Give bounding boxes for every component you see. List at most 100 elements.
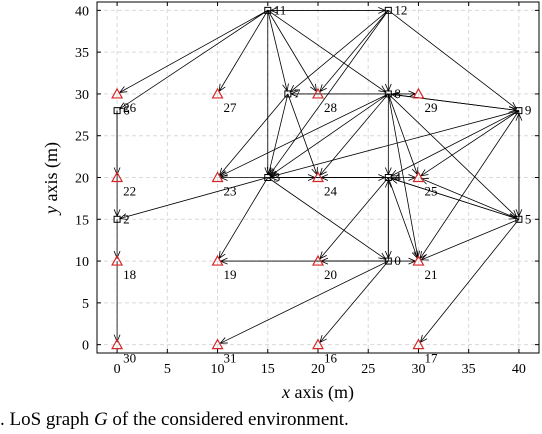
edge-8-25 [387, 93, 418, 175]
y-axis-label: y axis (m) [41, 142, 62, 216]
edge-11-8 [267, 10, 387, 93]
edge-12-7 [289, 10, 389, 93]
edge-12-9 [388, 10, 517, 110]
edge-11-27 [218, 10, 269, 92]
target-node-22 [111, 171, 124, 183]
target-node-23 [211, 171, 224, 183]
edge-7-24 [287, 93, 318, 175]
x-tick-label: 25 [361, 362, 375, 377]
edge-9-3 [270, 110, 520, 178]
caption-graph-symbol: G [93, 409, 108, 430]
target-node-29 [412, 87, 425, 99]
edge-8-3 [270, 93, 389, 177]
arrowhead-8-5 [509, 210, 518, 218]
target-node-19 [211, 254, 224, 266]
arrowhead-12-7 [289, 85, 298, 93]
edge-9-8 [391, 93, 519, 112]
edge-11-6 [119, 10, 268, 110]
node-label-3: 3 [274, 170, 281, 185]
node-label-24: 24 [324, 184, 338, 199]
node-label-22: 22 [123, 184, 136, 199]
arrowhead-3-0 [378, 252, 387, 260]
relay-node-4 [384, 174, 392, 181]
y-tick-label: 15 [75, 213, 89, 228]
arrowhead-8-3 [269, 169, 278, 177]
edge-0-31 [220, 260, 389, 344]
edge-5-4 [391, 178, 520, 220]
edge-5-25 [421, 178, 520, 220]
node-label-29: 29 [424, 100, 437, 115]
node-label-2: 2 [123, 211, 130, 226]
node-label-21: 21 [424, 267, 437, 282]
x-tick-label: 20 [311, 362, 325, 377]
caption-suffix: of the considered environment. [107, 409, 349, 430]
relay-node-12 [384, 6, 392, 14]
edge-4-21 [387, 177, 418, 259]
relay-node-7 [284, 90, 292, 98]
target-node-17 [412, 338, 425, 350]
arrowhead-11-26 [118, 86, 128, 93]
relay-node-5 [515, 215, 523, 223]
target-node-18 [111, 254, 124, 266]
relay-node-2 [113, 215, 121, 223]
target-node-28 [311, 87, 325, 99]
x-tick-label: 15 [261, 362, 275, 377]
relay-node-6 [113, 107, 121, 115]
arrowhead-11-6 [118, 102, 128, 110]
figure-caption: . LoS graph G of the considered environm… [0, 408, 542, 432]
edge-7-23 [219, 93, 289, 176]
node-label-0: 0 [394, 253, 401, 268]
target-node-31 [211, 338, 224, 350]
node-label-12: 12 [394, 2, 407, 17]
x-tick-label: 10 [211, 362, 225, 377]
node-label-28: 28 [324, 100, 337, 115]
x-tick-label: 30 [411, 362, 425, 377]
edge-12-28 [319, 10, 389, 92]
node-label-30: 30 [123, 351, 136, 366]
node-label-27: 27 [224, 100, 238, 115]
edge-4-20 [319, 177, 389, 260]
edge-0-16 [319, 260, 389, 343]
edge-5-21 [421, 218, 520, 261]
node-label-9: 9 [525, 103, 532, 118]
x-tick-label: 0 [114, 362, 121, 377]
target-node-16 [311, 338, 325, 350]
target-node-30 [111, 338, 124, 350]
edge-7-3 [268, 93, 289, 175]
y-tick-label: 10 [75, 255, 89, 270]
edge-8-23 [220, 93, 389, 177]
arrowhead-3-19 [218, 250, 226, 260]
arrowhead-18-30 [113, 334, 121, 343]
relay-node-9 [515, 107, 523, 115]
edge-11-26 [119, 10, 268, 93]
y-tick-label: 5 [82, 297, 89, 312]
edge-8-21 [387, 93, 419, 259]
target-node-27 [211, 87, 224, 99]
node-label-4: 4 [394, 170, 401, 185]
arrowhead-12-3 [268, 167, 277, 176]
x-axis-label: x axis (m) [281, 382, 354, 403]
edge-5-17 [420, 219, 520, 343]
arrowhead-11-8 [378, 85, 387, 93]
node-label-19: 19 [224, 267, 237, 282]
node-label-8: 8 [394, 86, 401, 101]
x-tick-label: 5 [164, 362, 171, 377]
target-node-20 [311, 254, 325, 266]
edge-9-4 [390, 110, 520, 177]
node-label-31: 31 [224, 351, 237, 366]
edge-12-3 [269, 10, 389, 176]
arrowhead-2-18 [113, 250, 121, 260]
relay-node-3 [264, 174, 272, 181]
node-label-5: 5 [525, 211, 532, 226]
edge-3-19 [218, 177, 269, 259]
relay-node-8 [384, 90, 392, 98]
y-tick-label: 35 [75, 46, 89, 61]
target-node-24 [311, 171, 325, 183]
edge-9-21 [419, 110, 520, 259]
arrowhead-11-27 [218, 83, 226, 93]
edge-11-7 [267, 10, 288, 92]
arrowhead-11-28 [310, 83, 317, 93]
y-tick-label: 0 [82, 339, 89, 354]
edge-3-2 [119, 177, 268, 219]
